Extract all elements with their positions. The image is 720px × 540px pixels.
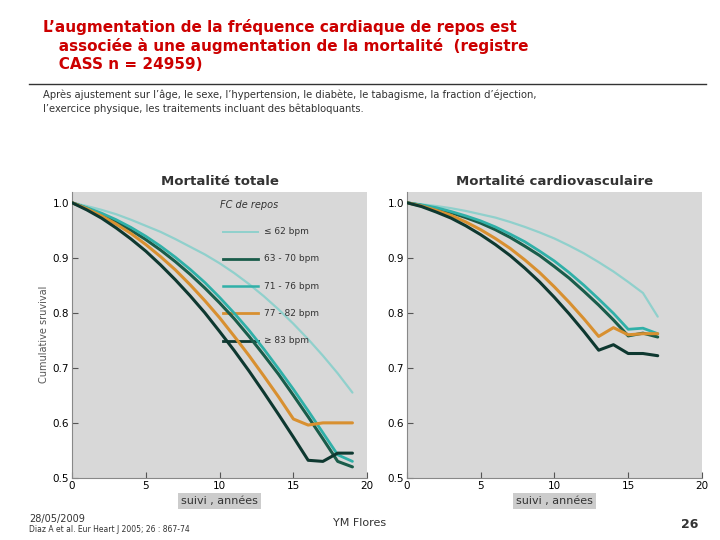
Text: Après ajustement sur l’âge, le sexe, l’hypertension, le diabète, le tabagisme, l: Après ajustement sur l’âge, le sexe, l’h… [43, 89, 536, 114]
Text: ≤ 62 bpm: ≤ 62 bpm [264, 227, 309, 237]
Text: ≥ 83 bpm: ≥ 83 bpm [264, 336, 309, 345]
Text: 26: 26 [681, 518, 698, 531]
Title: Mortalité cardiovasculaire: Mortalité cardiovasculaire [456, 175, 653, 188]
Text: 63 - 70 bpm: 63 - 70 bpm [264, 254, 319, 264]
Text: CASS n = 24959): CASS n = 24959) [43, 57, 203, 72]
Text: L’augmentation de la fréquence cardiaque de repos est: L’augmentation de la fréquence cardiaque… [43, 19, 517, 35]
Text: suivi , années: suivi , années [181, 496, 258, 506]
Text: 28/05/2009: 28/05/2009 [29, 514, 85, 524]
Text: Diaz A et al. Eur Heart J 2005; 26 : 867-74: Diaz A et al. Eur Heart J 2005; 26 : 867… [29, 525, 189, 534]
Title: Mortalité totale: Mortalité totale [161, 175, 279, 188]
Text: suivi , années: suivi , années [516, 496, 593, 506]
Text: YM Flores: YM Flores [333, 518, 387, 529]
Text: 71 - 76 bpm: 71 - 76 bpm [264, 282, 319, 291]
Y-axis label: Cumulative sruvival: Cumulative sruvival [39, 286, 48, 383]
Text: associée à une augmentation de la mortalité  (registre: associée à une augmentation de la mortal… [43, 38, 528, 54]
Text: FC de repos: FC de repos [220, 200, 278, 210]
Text: 77 - 82 bpm: 77 - 82 bpm [264, 309, 319, 318]
